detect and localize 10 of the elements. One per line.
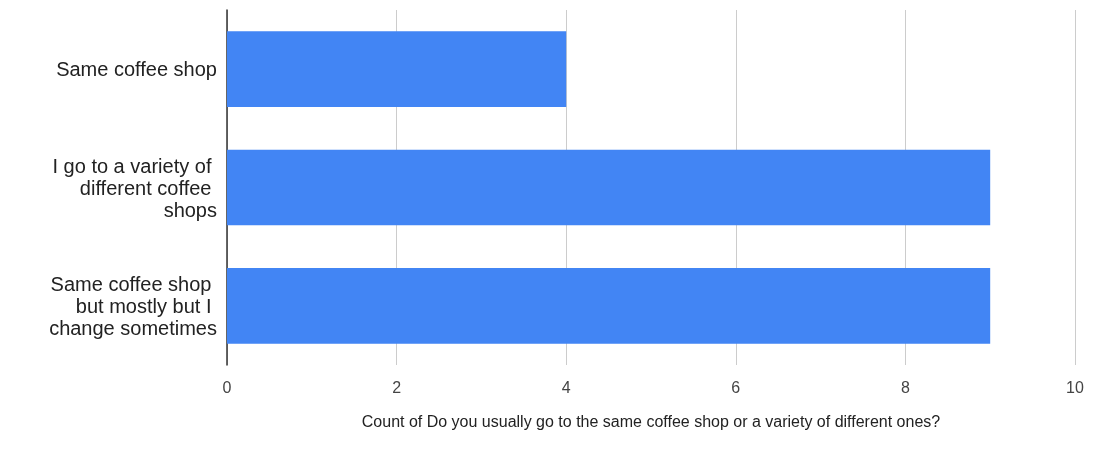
y-tick-label: Same coffee shop but mostly but I change sometimes [49, 272, 217, 339]
x-tick-label: 8 [900, 378, 910, 396]
x-tick-label: 10 [1066, 378, 1084, 396]
x-axis-title: Count of Do you usually go to the same coffee shop or a variety of different ones? [361, 412, 941, 430]
x-tick-label: 4 [561, 378, 571, 396]
x-tick-label: 2 [392, 378, 402, 396]
y-tick-label: Same coffee shop [56, 58, 217, 81]
x-tick-label: 6 [731, 378, 741, 396]
x-tick-label: 0 [222, 378, 232, 396]
y-tick-label: I go to a variety of different coffee shops [52, 154, 217, 221]
